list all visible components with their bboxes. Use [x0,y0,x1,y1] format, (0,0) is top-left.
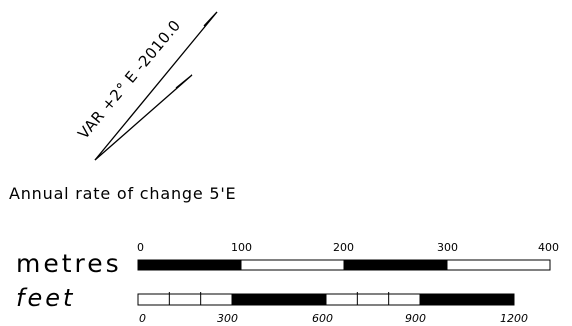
metres-tick-label-200: 200 [333,241,354,254]
metres-tick-label-400: 400 [538,241,559,254]
feet-bar-segment-filled [419,293,515,306]
metres-unit-label: metres [16,249,122,278]
metres-scale: metres 0 100 200 300 400 [16,241,559,278]
metres-tick-label-300: 300 [437,241,458,254]
feet-unit-label: feet [16,284,75,312]
metres-tick-label-0: 0 [137,241,144,254]
annual-rate-label: Annual rate of change 5'E [9,184,236,203]
feet-scale-bar [137,292,515,306]
metres-bar-segment-open [446,259,551,271]
feet-tick-label-1200: 1200 [500,312,528,325]
magnetic-north-arrow [94,74,193,161]
feet-tick-label-0: 0 [139,312,146,325]
variation-label: VAR +2° E -2010.0 [74,16,184,142]
feet-tick-label-900: 900 [405,312,426,325]
true-north-arrow [94,11,218,161]
feet-tick-label-300: 300 [217,312,238,325]
declination-indicator: VAR +2° E -2010.0 [74,11,218,161]
feet-scale: feet 0 300 600 900 1200 [16,284,528,325]
metres-scale-bar [137,259,551,271]
metres-bar-segment-filled [343,259,448,271]
feet-bar-segment-open [137,293,233,306]
feet-bar-segment-open [325,293,421,306]
metres-tick-label-100: 100 [231,241,252,254]
metres-bar-segment-open [240,259,345,271]
feet-tick-label-600: 600 [312,312,333,325]
feet-bar-segment-filled [231,293,327,306]
metres-bar-segment-filled [137,259,242,271]
